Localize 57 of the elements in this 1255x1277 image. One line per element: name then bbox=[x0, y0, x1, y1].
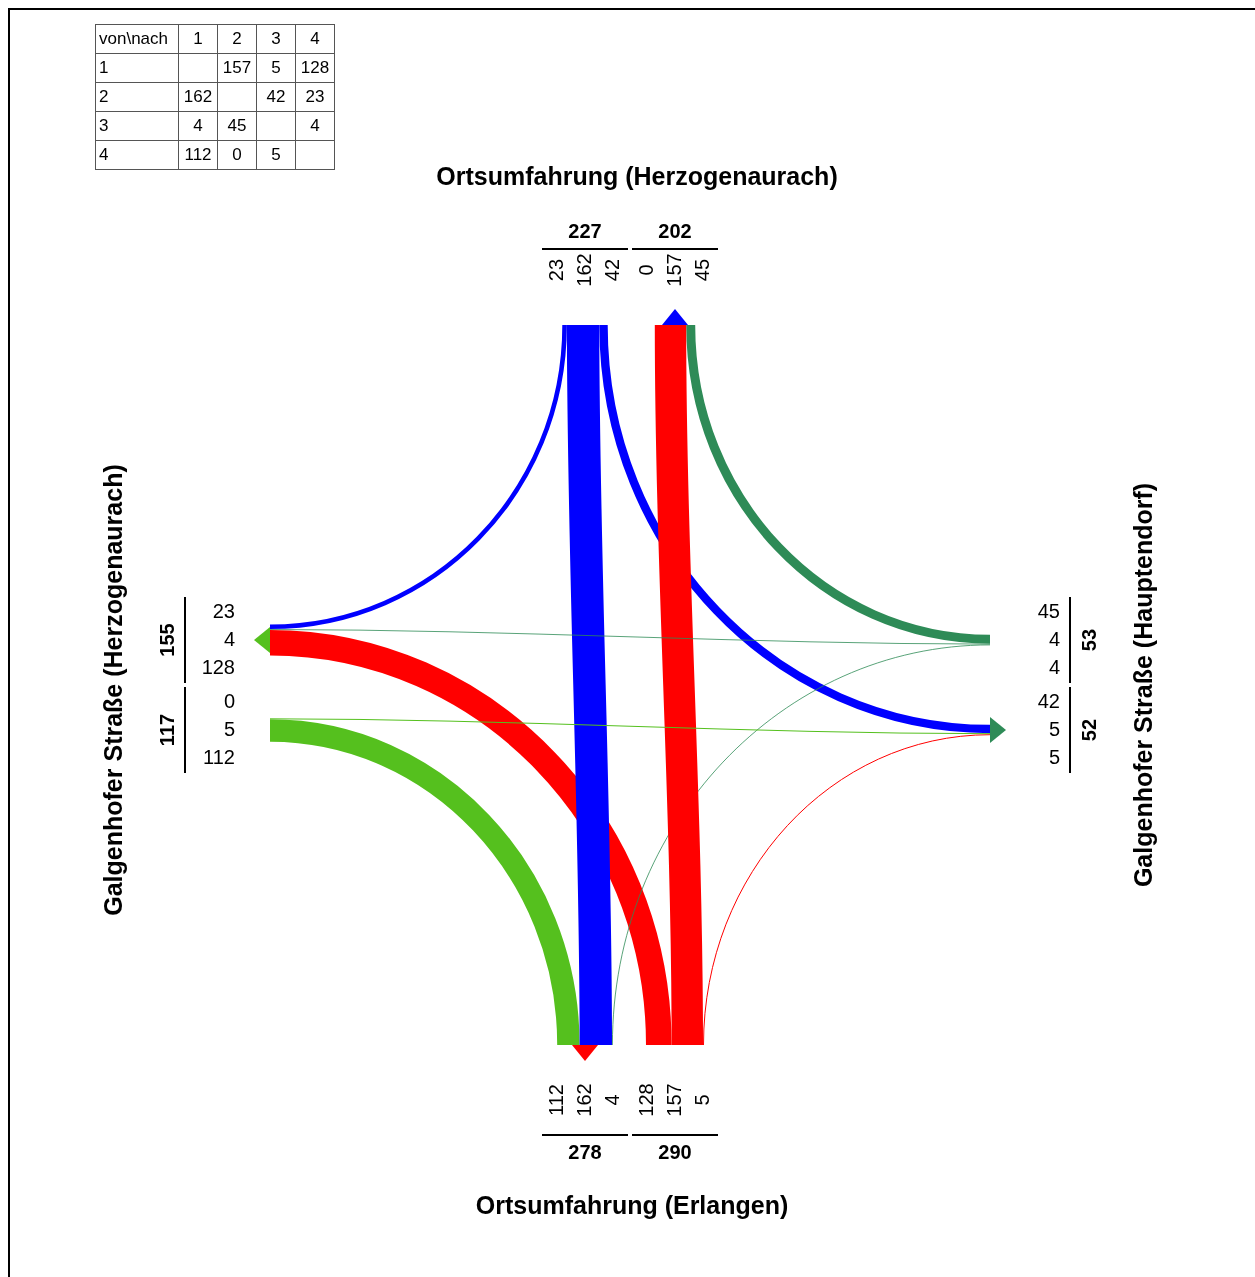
data-label: 4 bbox=[295, 111, 335, 141]
text: 157 bbox=[662, 1083, 685, 1117]
text: 53 bbox=[1077, 628, 1100, 652]
data-label: 23 bbox=[295, 82, 335, 112]
text: 278 bbox=[568, 1140, 602, 1163]
text: 0 bbox=[223, 689, 235, 712]
text: 202 bbox=[658, 219, 692, 242]
data-label: 45 bbox=[217, 111, 257, 141]
text: Galgenhofer Straße (Hauptendorf) bbox=[1128, 482, 1157, 888]
x-tick-label: 1 bbox=[178, 24, 218, 54]
data-label: 162 bbox=[178, 82, 218, 112]
text: 128 bbox=[634, 1083, 657, 1117]
text: 162 bbox=[572, 1083, 595, 1117]
text: 128 bbox=[201, 655, 235, 678]
text: 23 bbox=[544, 258, 567, 282]
text: 290 bbox=[658, 1140, 692, 1163]
text: 112 bbox=[203, 745, 235, 768]
text: 157 bbox=[662, 253, 685, 287]
data-label: 5 bbox=[256, 140, 296, 170]
text: 4 bbox=[600, 1094, 623, 1106]
text: 112 bbox=[544, 1084, 567, 1116]
data-label: 42 bbox=[256, 82, 296, 112]
y-tick-label: 3 bbox=[95, 111, 179, 141]
text: 4 bbox=[223, 627, 235, 650]
data-label: 0 bbox=[217, 140, 257, 170]
text: 42 bbox=[600, 258, 623, 282]
text: 5 bbox=[1048, 745, 1060, 768]
text: 162 bbox=[572, 253, 595, 287]
text: 4 bbox=[1048, 655, 1060, 678]
y-tick-label: 2 bbox=[95, 82, 179, 112]
data-label: 157 bbox=[217, 53, 257, 83]
data-label: 5 bbox=[256, 53, 296, 83]
text: 0 bbox=[634, 264, 657, 276]
text: 4 bbox=[1048, 627, 1060, 650]
text: 117 bbox=[155, 713, 178, 747]
text: 227 bbox=[568, 219, 602, 242]
text: von\nach bbox=[95, 24, 179, 54]
text: Ortsumfahrung (Herzogenaurach) bbox=[436, 161, 838, 190]
data-label: 4 bbox=[178, 111, 218, 141]
data-label: 128 bbox=[295, 53, 335, 83]
text: 5 bbox=[690, 1094, 713, 1106]
text: 52 bbox=[1077, 718, 1100, 742]
data-label: 112 bbox=[178, 140, 218, 170]
x-tick-label: 4 bbox=[295, 24, 335, 54]
text: 155 bbox=[155, 623, 178, 657]
x-tick-label: 2 bbox=[217, 24, 257, 54]
text: 5 bbox=[1048, 717, 1060, 740]
text: 42 bbox=[1037, 689, 1060, 712]
text: 45 bbox=[690, 258, 713, 282]
y-tick-label: 1 bbox=[95, 53, 179, 83]
text: Ortsumfahrung (Erlangen) bbox=[475, 1190, 789, 1219]
text: 23 bbox=[212, 599, 235, 622]
y-tick-label: 4 bbox=[95, 140, 179, 170]
text: 45 bbox=[1037, 599, 1060, 622]
text: Galgenhofer Straße (Herzogenaurach) bbox=[98, 464, 127, 916]
x-tick-label: 3 bbox=[256, 24, 296, 54]
text: 5 bbox=[223, 717, 235, 740]
